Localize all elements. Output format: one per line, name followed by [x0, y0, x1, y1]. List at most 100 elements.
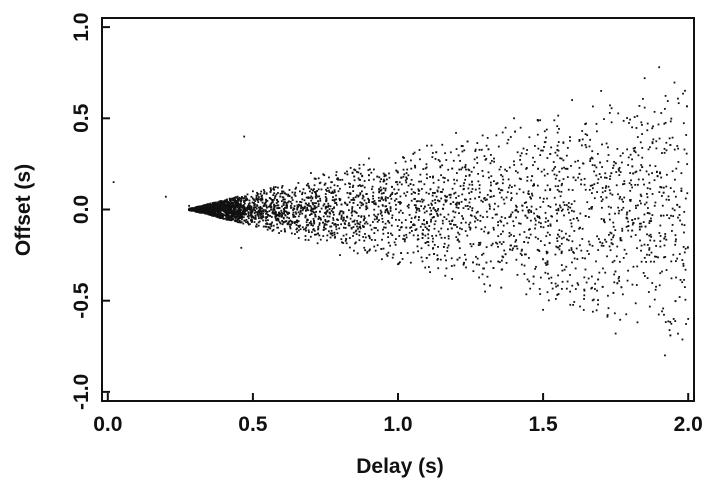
data-point: [571, 240, 574, 243]
data-point: [646, 253, 648, 256]
data-point: [647, 291, 650, 293]
data-point: [220, 212, 222, 215]
data-point: [333, 231, 336, 234]
data-point: [686, 163, 689, 166]
data-point: [435, 234, 438, 237]
data-point: [307, 197, 310, 199]
data-point: [462, 263, 465, 266]
data-point: [649, 164, 651, 167]
data-point: [330, 192, 333, 194]
data-point: [612, 167, 614, 169]
data-point: [498, 191, 501, 194]
data-point: [435, 210, 438, 213]
data-point: [665, 185, 668, 188]
data-point: [338, 212, 341, 214]
data-point: [260, 212, 263, 214]
data-point: [530, 210, 532, 212]
data-point: [531, 175, 534, 178]
data-point: [613, 273, 616, 276]
data-point: [638, 105, 641, 107]
data-point: [495, 134, 498, 137]
data-point: [290, 196, 293, 199]
data-point: [680, 189, 683, 192]
data-point: [679, 219, 681, 222]
data-point: [652, 125, 654, 128]
data-point: [542, 226, 545, 229]
data-point: [357, 185, 360, 187]
data-point: [646, 129, 649, 132]
data-point: [297, 215, 300, 218]
data-point: [447, 179, 450, 182]
data-point: [469, 228, 472, 231]
data-point: [244, 207, 246, 210]
data-point: [548, 233, 551, 236]
data-point: [574, 160, 577, 163]
data-point: [636, 136, 639, 138]
data-point: [276, 207, 279, 210]
data-point: [436, 209, 439, 212]
data-point: [331, 199, 334, 202]
data-point: [549, 189, 552, 191]
data-point: [646, 277, 649, 279]
data-point: [458, 247, 461, 250]
data-point: [315, 193, 318, 196]
data-point: [300, 205, 303, 208]
data-point: [217, 202, 220, 205]
data-point: [244, 213, 247, 216]
data-point: [614, 270, 617, 273]
data-point: [655, 245, 658, 247]
data-point: [274, 213, 277, 216]
data-point: [485, 210, 488, 213]
data-point: [265, 192, 268, 195]
data-point: [226, 200, 228, 203]
data-point: [261, 198, 264, 201]
data-point: [309, 196, 311, 199]
data-point: [366, 250, 369, 253]
data-point: [353, 168, 356, 171]
data-point: [630, 183, 633, 186]
data-point: [579, 212, 582, 215]
data-point: [335, 194, 337, 197]
data-point: [281, 196, 284, 199]
data-point: [373, 202, 376, 205]
data-point: [222, 201, 225, 203]
data-point: [276, 199, 278, 201]
data-point: [515, 258, 518, 261]
data-point: [547, 272, 549, 275]
data-point: [618, 169, 620, 172]
data-point: [473, 158, 476, 161]
data-point: [353, 249, 355, 252]
data-point: [336, 218, 339, 221]
data-point: [379, 189, 382, 192]
data-point: [429, 176, 432, 178]
data-point: [570, 164, 572, 167]
data-point: [546, 291, 549, 294]
data-point: [659, 245, 662, 248]
data-point: [482, 175, 485, 178]
data-point: [618, 174, 621, 176]
data-point: [224, 209, 227, 211]
data-point: [204, 204, 207, 207]
data-point: [350, 211, 353, 214]
data-point: [314, 215, 317, 218]
data-point: [612, 236, 614, 239]
data-point: [386, 255, 389, 257]
data-point: [447, 235, 450, 238]
data-point: [625, 225, 628, 228]
data-point: [365, 202, 368, 205]
data-point: [597, 299, 599, 301]
data-point: [543, 168, 546, 171]
data-point: [396, 192, 398, 195]
data-point: [403, 157, 405, 159]
data-point: [223, 199, 226, 202]
data-point: [684, 247, 687, 250]
data-point: [563, 268, 566, 271]
data-point: [382, 199, 385, 201]
data-point: [423, 223, 426, 226]
data-point: [273, 205, 276, 207]
data-point: [667, 195, 670, 198]
data-point: [558, 204, 561, 207]
data-point: [661, 195, 663, 197]
data-point: [220, 200, 222, 202]
data-point: [457, 207, 460, 209]
